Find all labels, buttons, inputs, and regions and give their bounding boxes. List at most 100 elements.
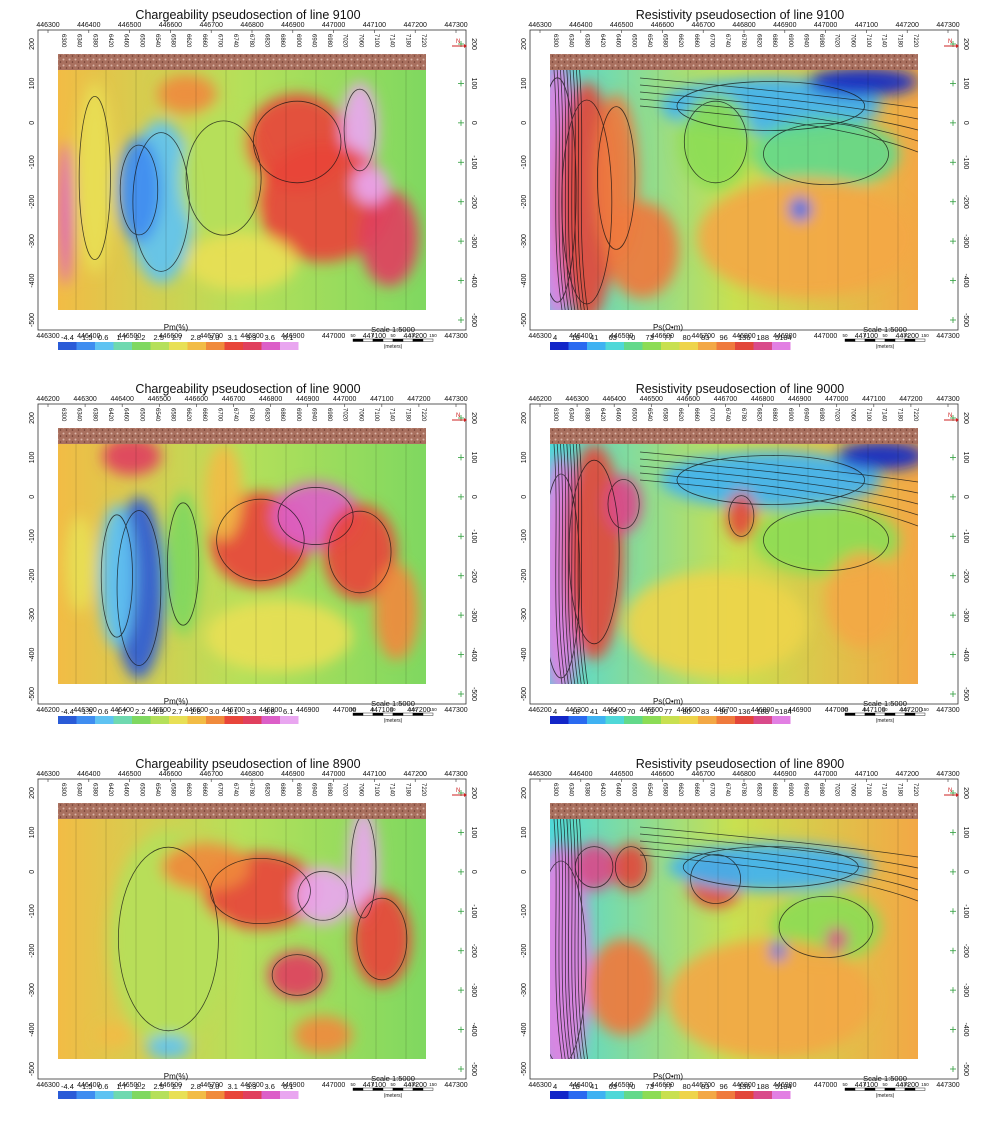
x-tick-label-bottom: 447300 <box>444 707 467 714</box>
x-tick-label-bottom: 447100 <box>370 707 393 714</box>
legend-swatch <box>698 1091 717 1099</box>
legend-swatch <box>280 716 299 724</box>
y-tick-label-left: -200 <box>29 195 36 209</box>
legend-value: 3.1 <box>228 707 238 716</box>
legend-value: 3.0 <box>209 1082 219 1091</box>
x-tick-label-top: 446500 <box>610 771 633 778</box>
legend-swatch <box>261 716 280 724</box>
x-tick-label-bottom: 446200 <box>528 707 551 714</box>
y-tick-label-right: -400 <box>962 648 969 662</box>
x-tick-label-top: 446800 <box>732 771 755 778</box>
station-label: 6380 <box>583 34 589 48</box>
y-tick-label-left: -200 <box>29 944 36 958</box>
station-label: 7140 <box>389 783 395 797</box>
pseudosection-map: 446300 446300 446400 446400 446500 446500 4466… <box>521 771 969 1099</box>
station-label: 7060 <box>849 408 855 422</box>
scale-tick: 100 <box>901 1082 909 1087</box>
legend-value: 2.2 <box>135 1082 145 1091</box>
pseudosection-map: 446300 446300 446400 446400 446500 446500 4466… <box>521 22 969 350</box>
grid-plus-mark <box>458 533 464 540</box>
grid-plus-mark <box>458 1066 464 1072</box>
panel-title: Resistivity pseudosection of line 9100 <box>635 8 845 22</box>
scale-tick: 0 <box>864 333 867 338</box>
station-label: 7060 <box>849 783 855 797</box>
grid-plus-mark <box>950 691 956 697</box>
legend-swatch <box>772 1091 791 1099</box>
scale-unit: (meters) <box>876 1093 895 1099</box>
colour-legend: 4 18 41 63 70 73 77 80 83 96 136 188 5184 <box>550 333 792 350</box>
legend-value: 2.7 <box>172 333 182 342</box>
station-label: 7220 <box>420 34 426 48</box>
legend-value: 41 <box>590 1082 598 1091</box>
station-label: 6340 <box>76 34 82 48</box>
y-tick-label-left: -300 <box>521 983 528 997</box>
y-tick-label-left: -500 <box>521 313 528 327</box>
legend-swatch <box>587 342 606 350</box>
x-tick-label-top: 446700 <box>692 771 715 778</box>
colour-legend: 4 18 41 63 70 73 77 80 83 96 136 188 5184 <box>550 707 792 724</box>
y-tick-label-right: -400 <box>470 648 477 662</box>
colour-field <box>58 70 426 310</box>
station-label: 7100 <box>373 783 379 797</box>
legend-value: 5184 <box>775 1082 792 1091</box>
svg-text:N: N <box>948 39 952 45</box>
panel-chargeability-9100: Chargeability pseudosection of line 9100… <box>8 4 488 366</box>
anomaly-zone <box>352 166 390 205</box>
x-tick-label-bottom: 446500 <box>118 1082 141 1089</box>
x-tick-label-top: 447100 <box>363 22 386 29</box>
station-label: 7180 <box>896 34 902 48</box>
y-tick-label-left: 0 <box>29 121 36 125</box>
north-arrow-icon: N <box>944 413 959 422</box>
legend-swatch <box>113 1091 132 1099</box>
y-tick-label-right: -200 <box>962 195 969 209</box>
grid-plus-mark <box>458 277 464 284</box>
station-label: 6660 <box>693 408 699 422</box>
station-label: 6940 <box>310 783 316 797</box>
y-tick-label-right: -100 <box>962 155 969 169</box>
station-label: 7220 <box>420 408 426 422</box>
legend-swatch <box>772 716 791 724</box>
legend-swatch <box>550 1091 569 1099</box>
scale-tick: 100 <box>409 1082 417 1087</box>
legend-value: 3.3 <box>246 1082 256 1091</box>
legend-swatch <box>261 342 280 350</box>
legend-value: 3.1 <box>228 333 238 342</box>
scale-tick: 50 <box>390 707 396 712</box>
station-label: 6820 <box>755 408 761 422</box>
x-tick-label-top: 447200 <box>404 771 427 778</box>
legend-value: 63 <box>609 1082 617 1091</box>
y-tick-label-left: -100 <box>29 155 36 169</box>
legend-swatch <box>206 1091 225 1099</box>
y-tick-label-right: 0 <box>470 121 477 125</box>
legend-value: 3.1 <box>228 1082 238 1091</box>
station-label: 6460 <box>615 783 621 797</box>
legend-value: -1.5 <box>80 333 93 342</box>
station-label: 7180 <box>404 408 410 422</box>
topography-band <box>550 428 918 444</box>
legend-value: 2.7 <box>172 1082 182 1091</box>
legend-value: 83 <box>701 1082 709 1091</box>
station-label: 7140 <box>389 408 395 422</box>
variable-label: Ps(Ω•m) <box>653 697 683 706</box>
anomaly-zone <box>293 1015 353 1055</box>
station-label: 7060 <box>357 408 363 422</box>
grid-plus-mark <box>458 119 464 126</box>
x-tick-label-top: 446700 <box>222 396 245 403</box>
station-label: 7020 <box>834 408 840 422</box>
svg-text:N: N <box>948 413 952 419</box>
grid-plus-mark <box>950 238 956 245</box>
grid-plus-mark <box>458 454 464 461</box>
scale-tick: 0 <box>372 1082 375 1087</box>
scale-tick: 150 <box>429 333 437 338</box>
x-tick-label-top: 446500 <box>640 396 663 403</box>
x-tick-label-top: 446200 <box>528 396 551 403</box>
legend-swatch <box>150 716 169 724</box>
legend-swatch <box>243 716 262 724</box>
scale-bar: 50 0 50 100 150 (meters) <box>350 333 437 350</box>
anomaly-zone <box>678 94 753 190</box>
x-tick-label-top: 446800 <box>732 22 755 29</box>
legend-swatch <box>661 342 680 350</box>
station-label: 6420 <box>599 34 605 48</box>
station-label: 6300 <box>60 408 66 422</box>
y-tick-label-left: 200 <box>29 38 36 50</box>
